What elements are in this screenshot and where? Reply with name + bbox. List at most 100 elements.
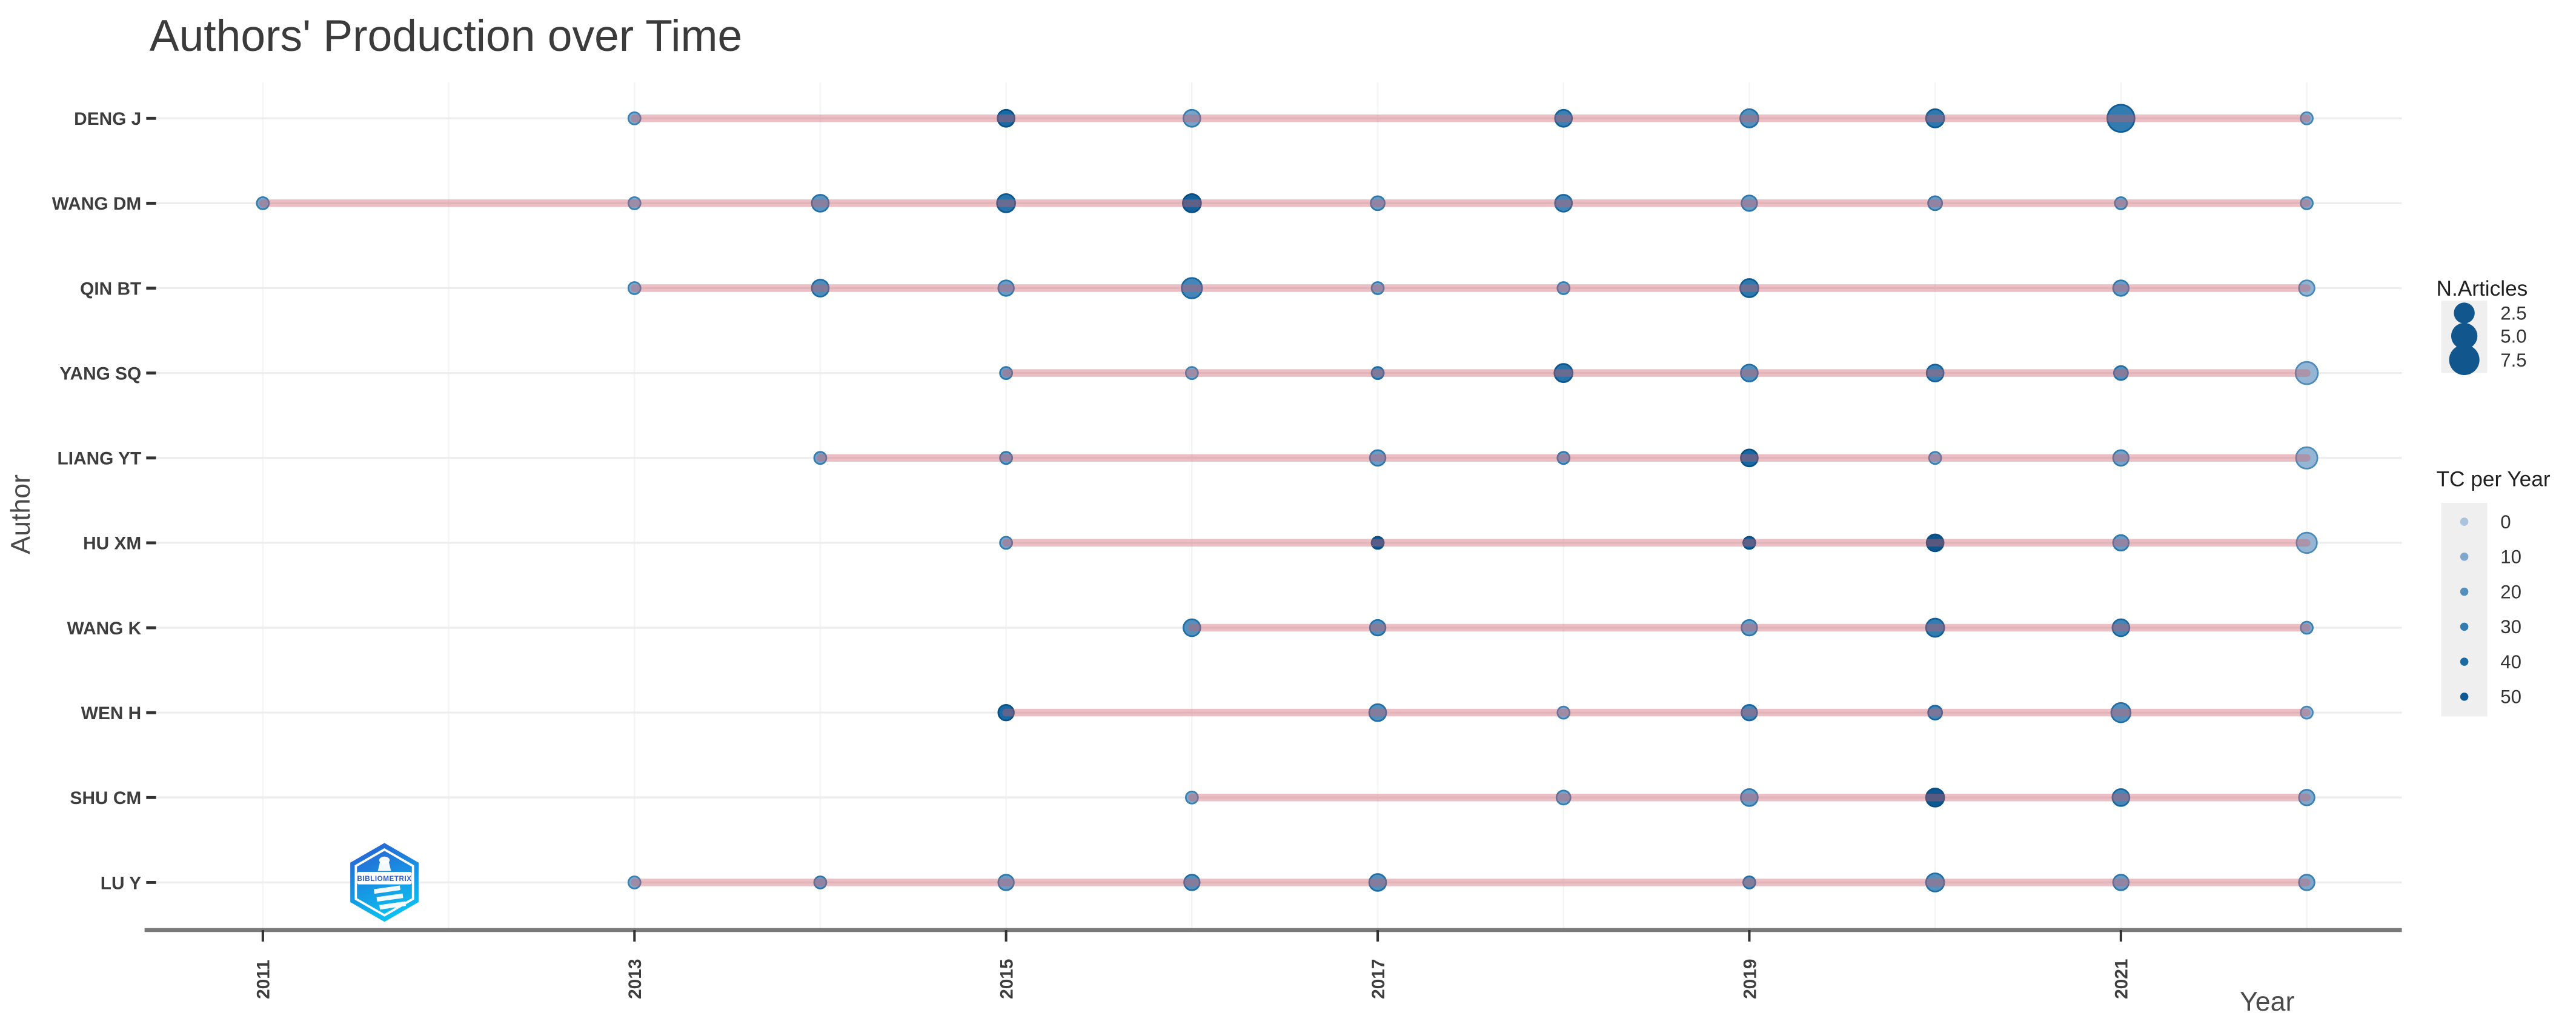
data-point xyxy=(2294,361,2319,385)
legend-size-title: N.Articles xyxy=(2437,277,2528,301)
data-point xyxy=(1554,108,1573,128)
data-point xyxy=(1925,533,1945,553)
data-point xyxy=(2295,446,2319,470)
legend-color-dot xyxy=(2460,657,2469,666)
legend-size-dot xyxy=(2451,322,2478,350)
data-point xyxy=(2300,111,2314,125)
data-point xyxy=(627,281,642,295)
logo-group: BIBLIOMETRIX xyxy=(350,843,419,922)
legend-color-label: 10 xyxy=(2500,547,2521,568)
data-point xyxy=(1184,790,1199,805)
data-point xyxy=(1370,281,1385,295)
data-point xyxy=(2298,279,2315,297)
legend-color-label: 50 xyxy=(2500,686,2521,708)
data-point xyxy=(813,876,828,889)
data-point xyxy=(1742,536,1756,550)
logo-text: BIBLIOMETRIX xyxy=(357,875,412,883)
data-point xyxy=(1368,873,1387,892)
x-tick-label: 2021 xyxy=(2112,959,2132,999)
plot-gridlines xyxy=(153,82,2402,929)
legend-color-dot xyxy=(2460,517,2469,526)
y-axis: DENG J WANG DM QIN BT YANG SQ LIANG YT HU XM W… xyxy=(52,109,156,893)
logo-lighthouse-top xyxy=(377,861,391,871)
x-axis-title: Year xyxy=(2240,986,2294,1017)
data-point xyxy=(1741,703,1758,722)
data-point xyxy=(1740,788,1759,807)
logo-stripe xyxy=(376,893,403,902)
y-tick-label: HU XM xyxy=(83,534,141,554)
logo-lighthouse-dome xyxy=(379,856,390,864)
data-point xyxy=(1925,617,1945,638)
legend-key-background xyxy=(2441,502,2488,717)
data-point xyxy=(2110,702,2132,723)
data-point xyxy=(1740,448,1759,468)
legend-color-dot xyxy=(2460,553,2469,561)
author-row xyxy=(997,702,2314,723)
data-point xyxy=(2112,874,2130,891)
data-point xyxy=(1925,872,1945,892)
data-point xyxy=(627,196,642,210)
data-point xyxy=(2111,788,2131,807)
data-point xyxy=(1369,619,1387,637)
data-point xyxy=(1369,449,1387,467)
data-point xyxy=(2300,620,2314,635)
data-point xyxy=(1741,619,1758,637)
author-row xyxy=(999,361,2319,385)
data-point xyxy=(2113,365,2129,381)
data-point xyxy=(627,876,642,889)
legend-size-label: 7.5 xyxy=(2500,350,2526,371)
y-tick-label: LIANG YT xyxy=(58,449,142,469)
data-point xyxy=(2112,449,2130,467)
bibliometrix-logo: BIBLIOMETRIX xyxy=(350,843,419,922)
data-point xyxy=(999,366,1014,381)
legend-color-dot xyxy=(2460,587,2469,596)
y-axis-title: Author xyxy=(5,474,36,554)
data-point xyxy=(2298,789,2315,806)
data-point xyxy=(1181,277,1203,299)
data-point xyxy=(1556,451,1571,465)
data-point xyxy=(1925,364,1945,382)
data-point xyxy=(1182,193,1202,213)
logo-band xyxy=(357,871,412,885)
author-row xyxy=(256,193,2314,213)
data-point xyxy=(2295,531,2318,554)
data-point xyxy=(1740,364,1759,382)
logo-stripe xyxy=(373,885,400,894)
data-point xyxy=(1556,705,1571,720)
y-tick-label: WANG K xyxy=(67,619,142,639)
data-point xyxy=(999,451,1014,465)
author-row xyxy=(813,446,2319,470)
y-tick-label: QIN BT xyxy=(80,279,141,299)
data-point xyxy=(1739,108,1759,128)
data-point xyxy=(2112,279,2130,297)
author-row xyxy=(1183,617,2314,638)
data-point xyxy=(1370,366,1385,381)
y-tick-label: SHU CM xyxy=(70,788,142,808)
data-point xyxy=(1183,108,1201,128)
data-point xyxy=(1370,536,1385,550)
legend-size-label: 2.5 xyxy=(2500,302,2526,324)
legend-size-dot xyxy=(2454,302,2475,324)
data-point xyxy=(1925,787,1945,808)
x-tick-label: 2017 xyxy=(1369,959,1389,999)
author-rows xyxy=(256,104,2319,892)
x-tick-label: 2015 xyxy=(997,959,1017,999)
data-point xyxy=(1368,703,1387,722)
data-point xyxy=(1370,195,1386,211)
legend-color-label: 0 xyxy=(2500,511,2511,533)
data-point xyxy=(1556,281,1571,295)
author-row xyxy=(627,277,2315,299)
author-row xyxy=(627,104,2314,133)
x-tick-label: 2011 xyxy=(254,960,274,999)
y-tick-label: WEN H xyxy=(81,703,141,723)
data-point xyxy=(2300,705,2314,720)
chart-title: Authors' Production over Time xyxy=(150,11,742,61)
data-point xyxy=(996,193,1017,213)
legend-size-label: 5.0 xyxy=(2500,325,2526,347)
data-point xyxy=(997,703,1015,722)
data-point xyxy=(2111,618,2131,637)
data-point xyxy=(1927,195,1944,211)
